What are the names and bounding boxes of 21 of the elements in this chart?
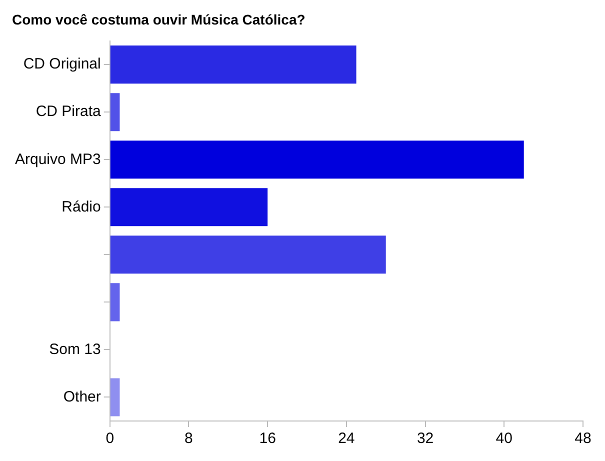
y-tick-label: Other (63, 388, 101, 406)
x-tick-label: 32 (416, 430, 434, 448)
bar (110, 140, 524, 179)
x-tick-label: 24 (338, 430, 355, 448)
x-tick-label: 16 (259, 430, 276, 448)
x-tick-label: 0 (106, 430, 114, 448)
y-tick-label: CD Pirata (36, 103, 102, 120)
y-tick-label: Arquivo MP3 (14, 150, 101, 168)
bar (110, 378, 120, 416)
x-tick-label: 40 (496, 430, 512, 448)
y-tick-label: Rádio (62, 198, 101, 216)
y-tick-label: CD Original (23, 56, 101, 73)
bar (110, 188, 268, 226)
x-tick-label: 8 (184, 430, 193, 448)
bar (110, 236, 386, 274)
chart-title: Como você costuma ouvir Música Católica? (12, 11, 306, 28)
bar (110, 46, 356, 84)
x-tick-label: 48 (574, 430, 592, 448)
bar (110, 283, 120, 322)
bar (110, 93, 120, 132)
y-tick-label: Som 13 (49, 340, 101, 358)
